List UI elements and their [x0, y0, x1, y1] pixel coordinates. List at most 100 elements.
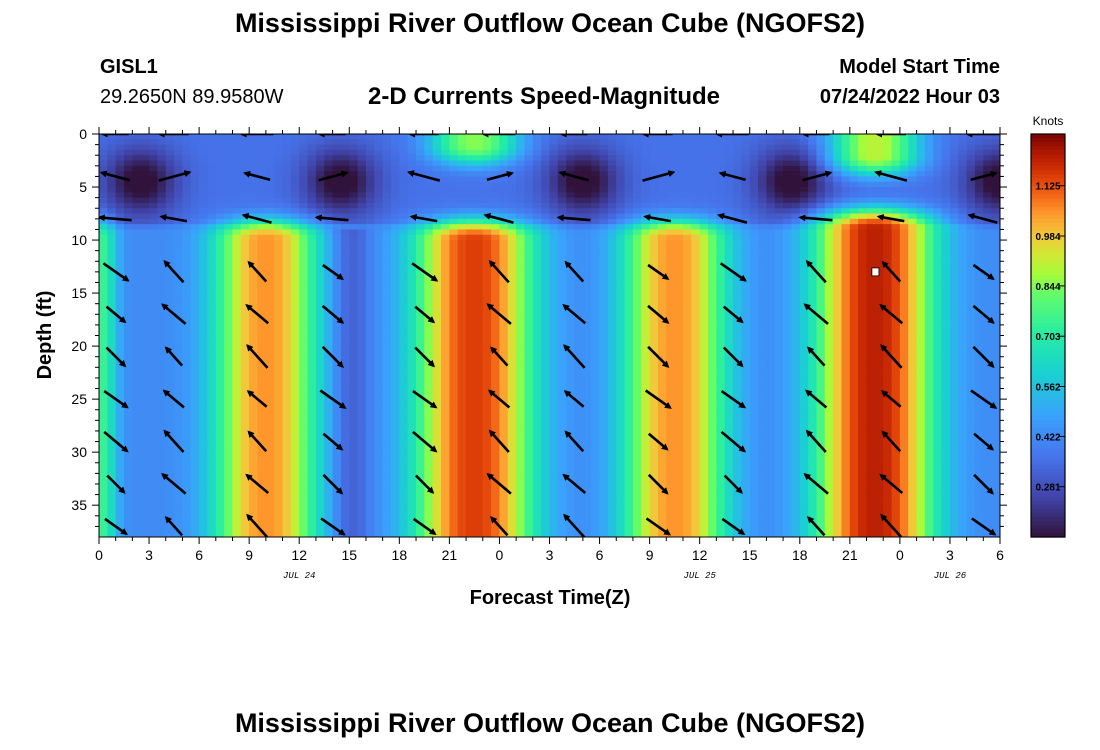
heatmap-cell — [432, 308, 442, 315]
heatmap-cell — [165, 526, 175, 533]
heatmap-cell — [224, 165, 234, 172]
heatmap-cell — [340, 144, 350, 151]
heatmap-cell — [641, 282, 651, 289]
heatmap-cell — [624, 298, 634, 305]
heatmap-cell — [99, 330, 108, 337]
heatmap-cell — [132, 409, 142, 416]
heatmap-cell — [582, 436, 592, 443]
heatmap-cell — [624, 293, 634, 299]
heatmap-cell — [499, 430, 509, 437]
heatmap-cell — [566, 383, 576, 390]
heatmap-cell — [532, 218, 542, 225]
heatmap-cell — [132, 441, 142, 448]
heatmap-cell — [232, 425, 242, 432]
heatmap-cell — [482, 531, 492, 537]
heatmap-cell — [591, 314, 601, 321]
heatmap-cell — [249, 515, 259, 522]
heatmap-cell — [340, 452, 350, 459]
heatmap-cell — [190, 356, 200, 363]
heatmap-cell — [282, 409, 292, 416]
heatmap-cell — [424, 462, 434, 469]
heatmap-cell — [224, 499, 234, 506]
heatmap-cell — [482, 271, 492, 278]
heatmap-cell — [399, 330, 409, 337]
heatmap-cell — [516, 181, 526, 188]
heatmap-cell — [340, 187, 350, 193]
heatmap-cell — [541, 483, 551, 490]
heatmap-cell — [499, 489, 509, 496]
heatmap-cell — [357, 282, 367, 289]
heatmap-cell — [382, 271, 392, 278]
heatmap-cell — [124, 494, 133, 501]
heatmap-cell — [382, 362, 392, 368]
heatmap-cell — [624, 266, 634, 273]
heatmap-cell — [499, 287, 509, 294]
heatmap-cell — [441, 425, 450, 432]
heatmap-cell — [324, 277, 334, 284]
heatmap-cell — [399, 383, 409, 390]
heatmap-cell — [124, 383, 133, 390]
heatmap-cell — [132, 335, 142, 342]
heatmap-cell — [574, 308, 584, 315]
heatmap-cell — [224, 531, 234, 537]
heatmap-cell — [190, 298, 200, 305]
heatmap-cell — [182, 208, 192, 215]
heatmap-cell — [357, 420, 367, 427]
heatmap-cell — [541, 446, 551, 453]
heatmap-cell — [315, 314, 325, 321]
heatmap-cell — [591, 462, 601, 469]
heatmap-cell — [265, 473, 275, 480]
heatmap-cell — [524, 197, 534, 204]
heatmap-cell — [566, 415, 576, 421]
heatmap-cell — [416, 457, 425, 464]
heatmap-cell — [474, 340, 484, 347]
heatmap-cell — [224, 478, 234, 485]
heatmap-cell — [290, 319, 300, 326]
heatmap-cell — [357, 330, 367, 337]
heatmap-cell — [607, 351, 617, 358]
heatmap-cell — [390, 303, 400, 310]
heatmap-cell — [432, 372, 442, 379]
heatmap-cell — [132, 144, 142, 151]
heatmap-cell — [232, 192, 242, 199]
heatmap-cell — [624, 409, 634, 416]
heatmap-cell — [115, 340, 125, 347]
heatmap-cell — [240, 356, 250, 363]
heatmap-cell — [582, 521, 592, 527]
heatmap-cell — [482, 245, 492, 252]
heatmap-cell — [624, 160, 634, 167]
heatmap-cell — [457, 319, 467, 326]
heatmap-cell — [107, 134, 117, 140]
heatmap-cell — [532, 155, 542, 162]
heatmap-cell — [574, 478, 584, 485]
heatmap-cell — [149, 446, 158, 453]
heatmap-cell — [299, 298, 309, 305]
heatmap-cell — [274, 367, 284, 374]
heatmap-cell — [307, 346, 317, 353]
heatmap-cell — [257, 197, 267, 204]
heatmap-cell — [607, 271, 617, 278]
heatmap-cell — [140, 526, 150, 533]
heatmap-cell — [616, 446, 626, 453]
heatmap-cell — [274, 441, 284, 448]
heatmap-cell — [340, 356, 350, 363]
heatmap-cell — [157, 229, 167, 236]
heatmap-cell — [632, 271, 642, 278]
heatmap-cell — [315, 362, 325, 368]
heatmap-cell — [507, 377, 517, 384]
heatmap-cell — [240, 308, 250, 315]
heatmap-cell — [240, 234, 250, 241]
heatmap-cell — [232, 250, 242, 257]
heatmap-cell — [299, 149, 309, 156]
heatmap-cell — [374, 202, 384, 209]
heatmap-cell — [215, 409, 225, 416]
heatmap-cell — [282, 521, 292, 527]
heatmap-cell — [491, 415, 501, 421]
heatmap-cell — [624, 319, 634, 326]
heatmap-cell — [607, 303, 617, 310]
heatmap-cell — [299, 468, 309, 474]
heatmap-cell — [549, 155, 559, 162]
heatmap-cell — [416, 293, 425, 299]
heatmap-cell — [482, 346, 492, 353]
heatmap-cell — [607, 229, 617, 236]
